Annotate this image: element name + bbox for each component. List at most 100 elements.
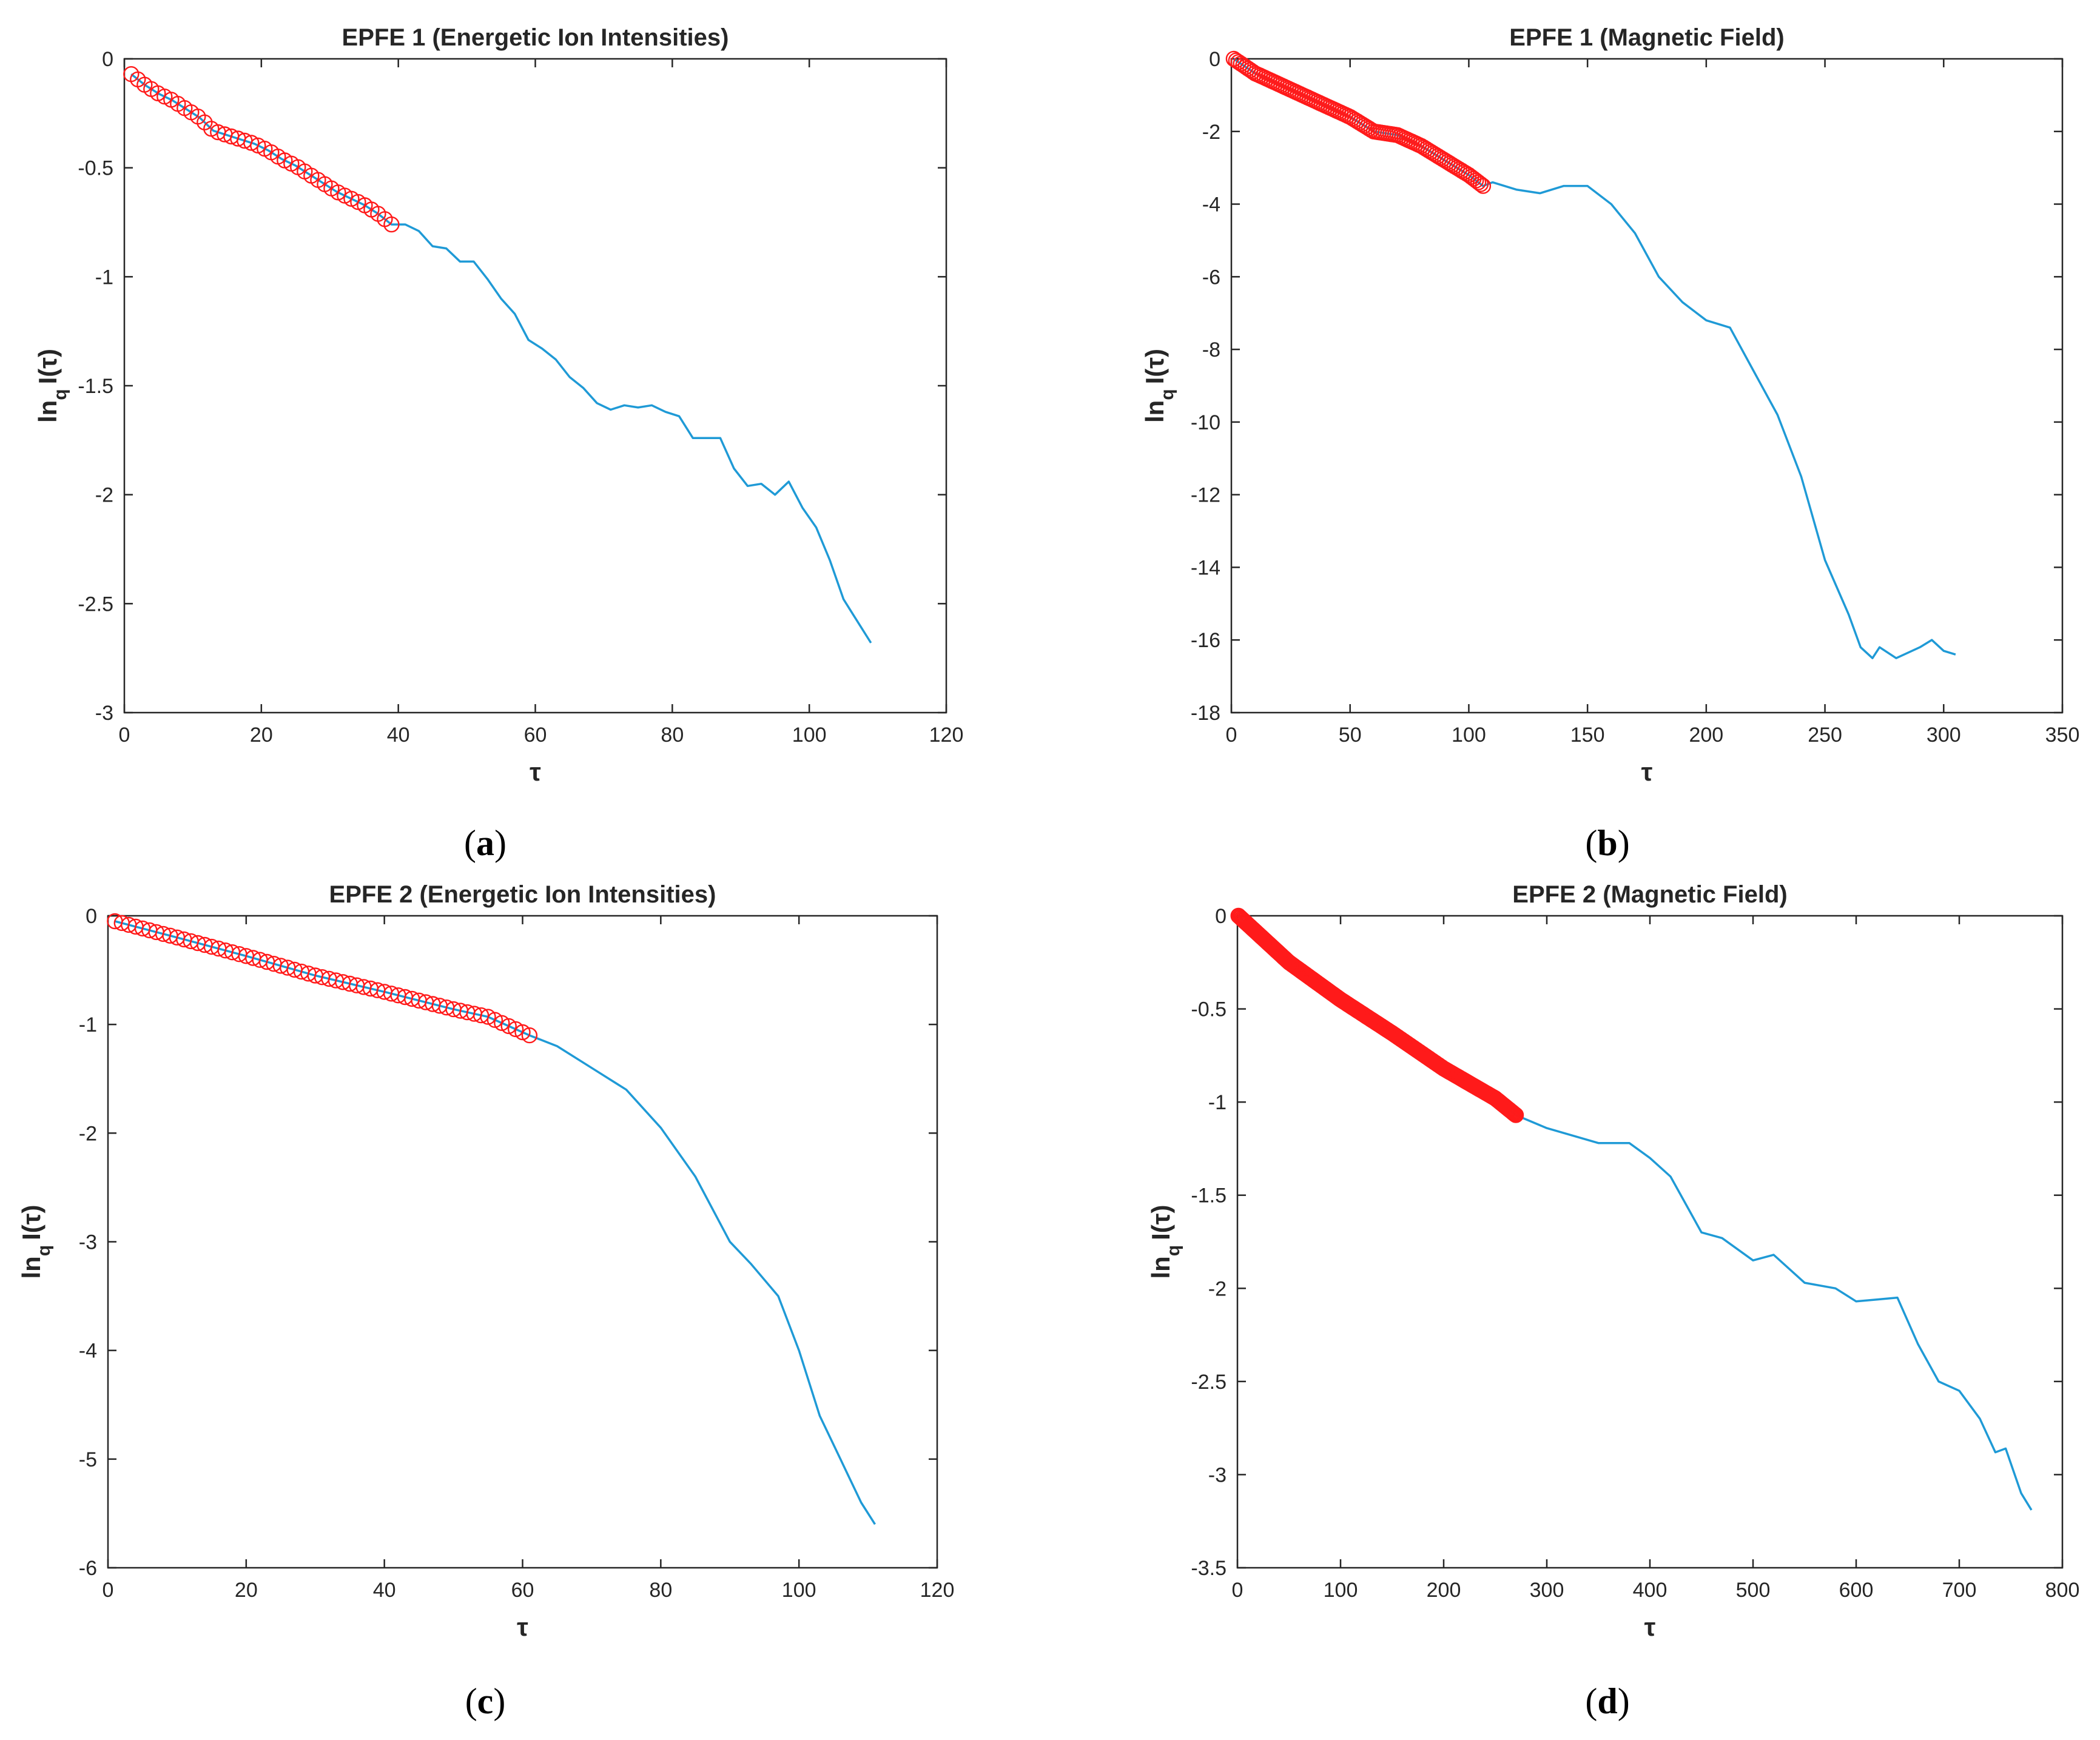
y-tick-label: -2 — [79, 1122, 97, 1145]
y-tick-label: -1.5 — [78, 375, 113, 398]
data-point — [1504, 1104, 1521, 1121]
panel-c: EPFE 2 (Energetic Ion Intensities) 0 20 40 6… — [17, 881, 954, 1641]
x-tick-label: 0 — [1226, 724, 1237, 747]
y-axis-label-sub: q — [50, 389, 70, 400]
y-axis-label-main: ln — [1146, 1256, 1175, 1278]
fit-markers — [107, 913, 538, 1044]
panel-d: EPFE 2 (Magnetic Field) 0 100 200 300 400 500 6… — [1146, 881, 2079, 1641]
y-axis-label-tail: I(τ) — [33, 349, 62, 384]
data-point — [383, 216, 400, 233]
data-point — [500, 1018, 517, 1035]
y-axis-label: lnq I(τ) — [1146, 1204, 1183, 1278]
data-point — [1475, 178, 1492, 194]
y-axis-label-main: ln — [1140, 400, 1169, 423]
y-tick-label: -8 — [1202, 338, 1220, 361]
series-line — [130, 73, 872, 643]
x-tick-label: 100 — [782, 1579, 816, 1602]
y-tick-label: -18 — [1191, 702, 1220, 725]
y-tick-label: -1.5 — [1191, 1184, 1227, 1208]
data-point — [507, 1021, 524, 1038]
x-tick-label: 40 — [373, 1579, 396, 1602]
y-tick-label: -12 — [1191, 484, 1220, 507]
y-tick-label: -3 — [95, 702, 113, 725]
caption-letter: d — [1597, 1681, 1617, 1721]
data-point — [1506, 1105, 1522, 1122]
x-tick-label: 800 — [2045, 1579, 2080, 1602]
y-tick-label: -4 — [79, 1340, 97, 1363]
x-axis-label: τ — [517, 1613, 528, 1641]
y-tick-label: -3 — [1208, 1463, 1227, 1486]
caption-open: ( — [464, 823, 476, 863]
panel-b: EPFE 1 (Magnetic Field) 0 50 100 150 200 250 30… — [1140, 24, 2079, 786]
y-tick-label: -0.5 — [78, 157, 113, 180]
caption-letter: a — [476, 823, 494, 863]
data-point — [1503, 1103, 1519, 1119]
caption-close: ) — [494, 823, 506, 863]
y-axis-label-tail: I(τ) — [1140, 349, 1169, 384]
panel-caption-a: (a) — [464, 823, 506, 863]
x-tick-label: 200 — [1427, 1579, 1461, 1602]
x-tick-label: 400 — [1633, 1579, 1668, 1602]
data-point — [480, 1009, 496, 1025]
x-tick-label: 120 — [920, 1579, 955, 1602]
y-axis-label: lnq I(τ) — [17, 1204, 54, 1278]
y-tick-label: -1 — [95, 266, 113, 289]
fit-markers — [1230, 907, 1524, 1123]
y-tick-label: -2.5 — [1191, 1371, 1227, 1394]
data-point — [1361, 120, 1378, 137]
x-tick-label: 300 — [1530, 1579, 1564, 1602]
y-tick-label: -1 — [1208, 1091, 1227, 1114]
y-tick-label: -16 — [1191, 629, 1220, 652]
panel-a: EPFE 1 (Energetic Ion Intensities) 0 20 40 6… — [33, 24, 963, 786]
x-tick-label: 0 — [103, 1579, 114, 1602]
y-axis-label-tail: I(τ) — [1146, 1204, 1175, 1240]
y-tick-label: -2 — [1208, 1277, 1227, 1300]
chart-title: EPFE 2 (Magnetic Field) — [1512, 881, 1787, 908]
data-point — [514, 1024, 531, 1041]
y-tick-label: -5 — [79, 1448, 97, 1471]
x-tick-label: 20 — [250, 724, 273, 747]
y-tick-label: -2.5 — [78, 593, 113, 616]
plot-frame — [123, 58, 947, 714]
caption-open: ( — [465, 1681, 477, 1721]
x-tick-label: 350 — [2045, 724, 2080, 747]
data-point — [473, 1007, 490, 1024]
fit-markers — [1225, 50, 1492, 194]
x-tick-label: 100 — [792, 724, 827, 747]
x-tick-label: 700 — [1942, 1579, 1977, 1602]
y-tick-label: -14 — [1191, 556, 1220, 579]
x-tick-label: 0 — [119, 724, 130, 747]
fit-markers — [123, 66, 400, 233]
caption-open: ( — [1585, 823, 1597, 863]
data-point — [494, 1015, 510, 1032]
y-axis-label-main: ln — [17, 1256, 45, 1278]
y-tick-label: -3.5 — [1191, 1557, 1227, 1580]
x-axis-label: τ — [1641, 757, 1653, 786]
data-point — [486, 1012, 503, 1028]
plot-frame — [1230, 58, 2064, 714]
panel-caption-d: (d) — [1585, 1681, 1629, 1721]
data-point — [243, 135, 260, 151]
x-tick-label: 120 — [929, 724, 964, 747]
y-axis-label-sub: q — [1157, 389, 1177, 400]
chart-title: EPFE 1 (Magnetic Field) — [1509, 24, 1784, 51]
y-tick-label: -0.5 — [1191, 998, 1227, 1021]
y-tick-label: -4 — [1202, 193, 1220, 217]
caption-letter: c — [477, 1681, 494, 1721]
y-axis-label-tail: I(τ) — [17, 1204, 45, 1240]
x-tick-label: 60 — [511, 1579, 534, 1602]
x-tick-label: 80 — [649, 1579, 672, 1602]
x-tick-label: 40 — [387, 724, 410, 747]
plot-frame — [107, 915, 938, 1569]
x-tick-label: 250 — [1808, 724, 1842, 747]
caption-letter: b — [1597, 823, 1617, 863]
x-tick-label: 50 — [1339, 724, 1362, 747]
data-point — [521, 1027, 538, 1044]
y-tick-label: 0 — [1209, 48, 1220, 71]
x-tick-label: 600 — [1839, 1579, 1874, 1602]
x-tick-label: 0 — [1232, 1579, 1244, 1602]
y-axis-label: lnq I(τ) — [33, 349, 70, 423]
panel-caption-c: (c) — [465, 1681, 506, 1721]
y-tick-label: -2 — [95, 484, 113, 507]
y-axis-label-sub: q — [1163, 1245, 1183, 1256]
